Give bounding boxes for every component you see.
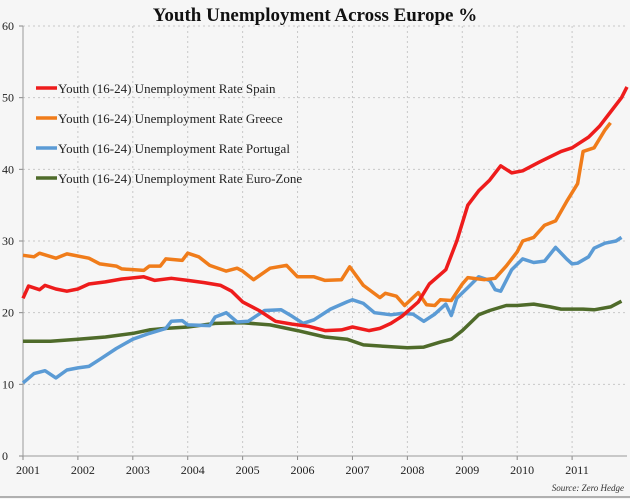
x-tick-label: 2004 — [181, 463, 205, 477]
series-line-2 — [21, 235, 623, 385]
x-tick-label: 2011 — [565, 463, 589, 477]
chart-title: Youth Unemployment Across Europe % — [153, 5, 477, 26]
x-tick-label: 2008 — [400, 463, 424, 477]
axes: 0 10 20 30 40 50 60 2001 2002 2003 2004 2005 2006 200… — [2, 19, 627, 477]
legend-label: Youth (16-24) Unemployment Rate Euro-Zon… — [58, 171, 302, 186]
x-tick-label: 2006 — [291, 463, 315, 477]
legend-label: Youth (16-24) Unemployment Rate Greece — [58, 111, 283, 126]
x-tick-label: 2007 — [345, 463, 369, 477]
series-line-3 — [23, 299, 623, 350]
y-tick-label: 50 — [2, 91, 14, 105]
x-tick-label: 2009 — [455, 463, 479, 477]
y-tick-label: 10 — [2, 377, 14, 391]
y-tick-label: 30 — [2, 234, 14, 248]
x-tick-label: 2001 — [16, 463, 40, 477]
x-tick-label: 2002 — [71, 463, 95, 477]
y-tick-label: 40 — [2, 162, 14, 176]
series-line-1 — [22, 121, 612, 308]
x-tick-label: 2005 — [236, 463, 260, 477]
legend-label: Youth (16-24) Unemployment Rate Portugal — [58, 141, 290, 156]
y-tick-label: 20 — [2, 306, 14, 320]
y-tick-label: 0 — [2, 449, 8, 463]
source-note: Source: Zero Hedge — [552, 483, 624, 493]
x-tick-label: 2003 — [126, 463, 150, 477]
series-line-0 — [21, 86, 629, 333]
x-tick-label: 2010 — [510, 463, 534, 477]
y-tick-label: 60 — [2, 19, 14, 33]
legend-label: Youth (16-24) Unemployment Rate Spain — [58, 81, 276, 96]
legend: Youth (16-24) Unemployment Rate Spain You… — [36, 81, 302, 186]
series-lines — [21, 86, 629, 385]
